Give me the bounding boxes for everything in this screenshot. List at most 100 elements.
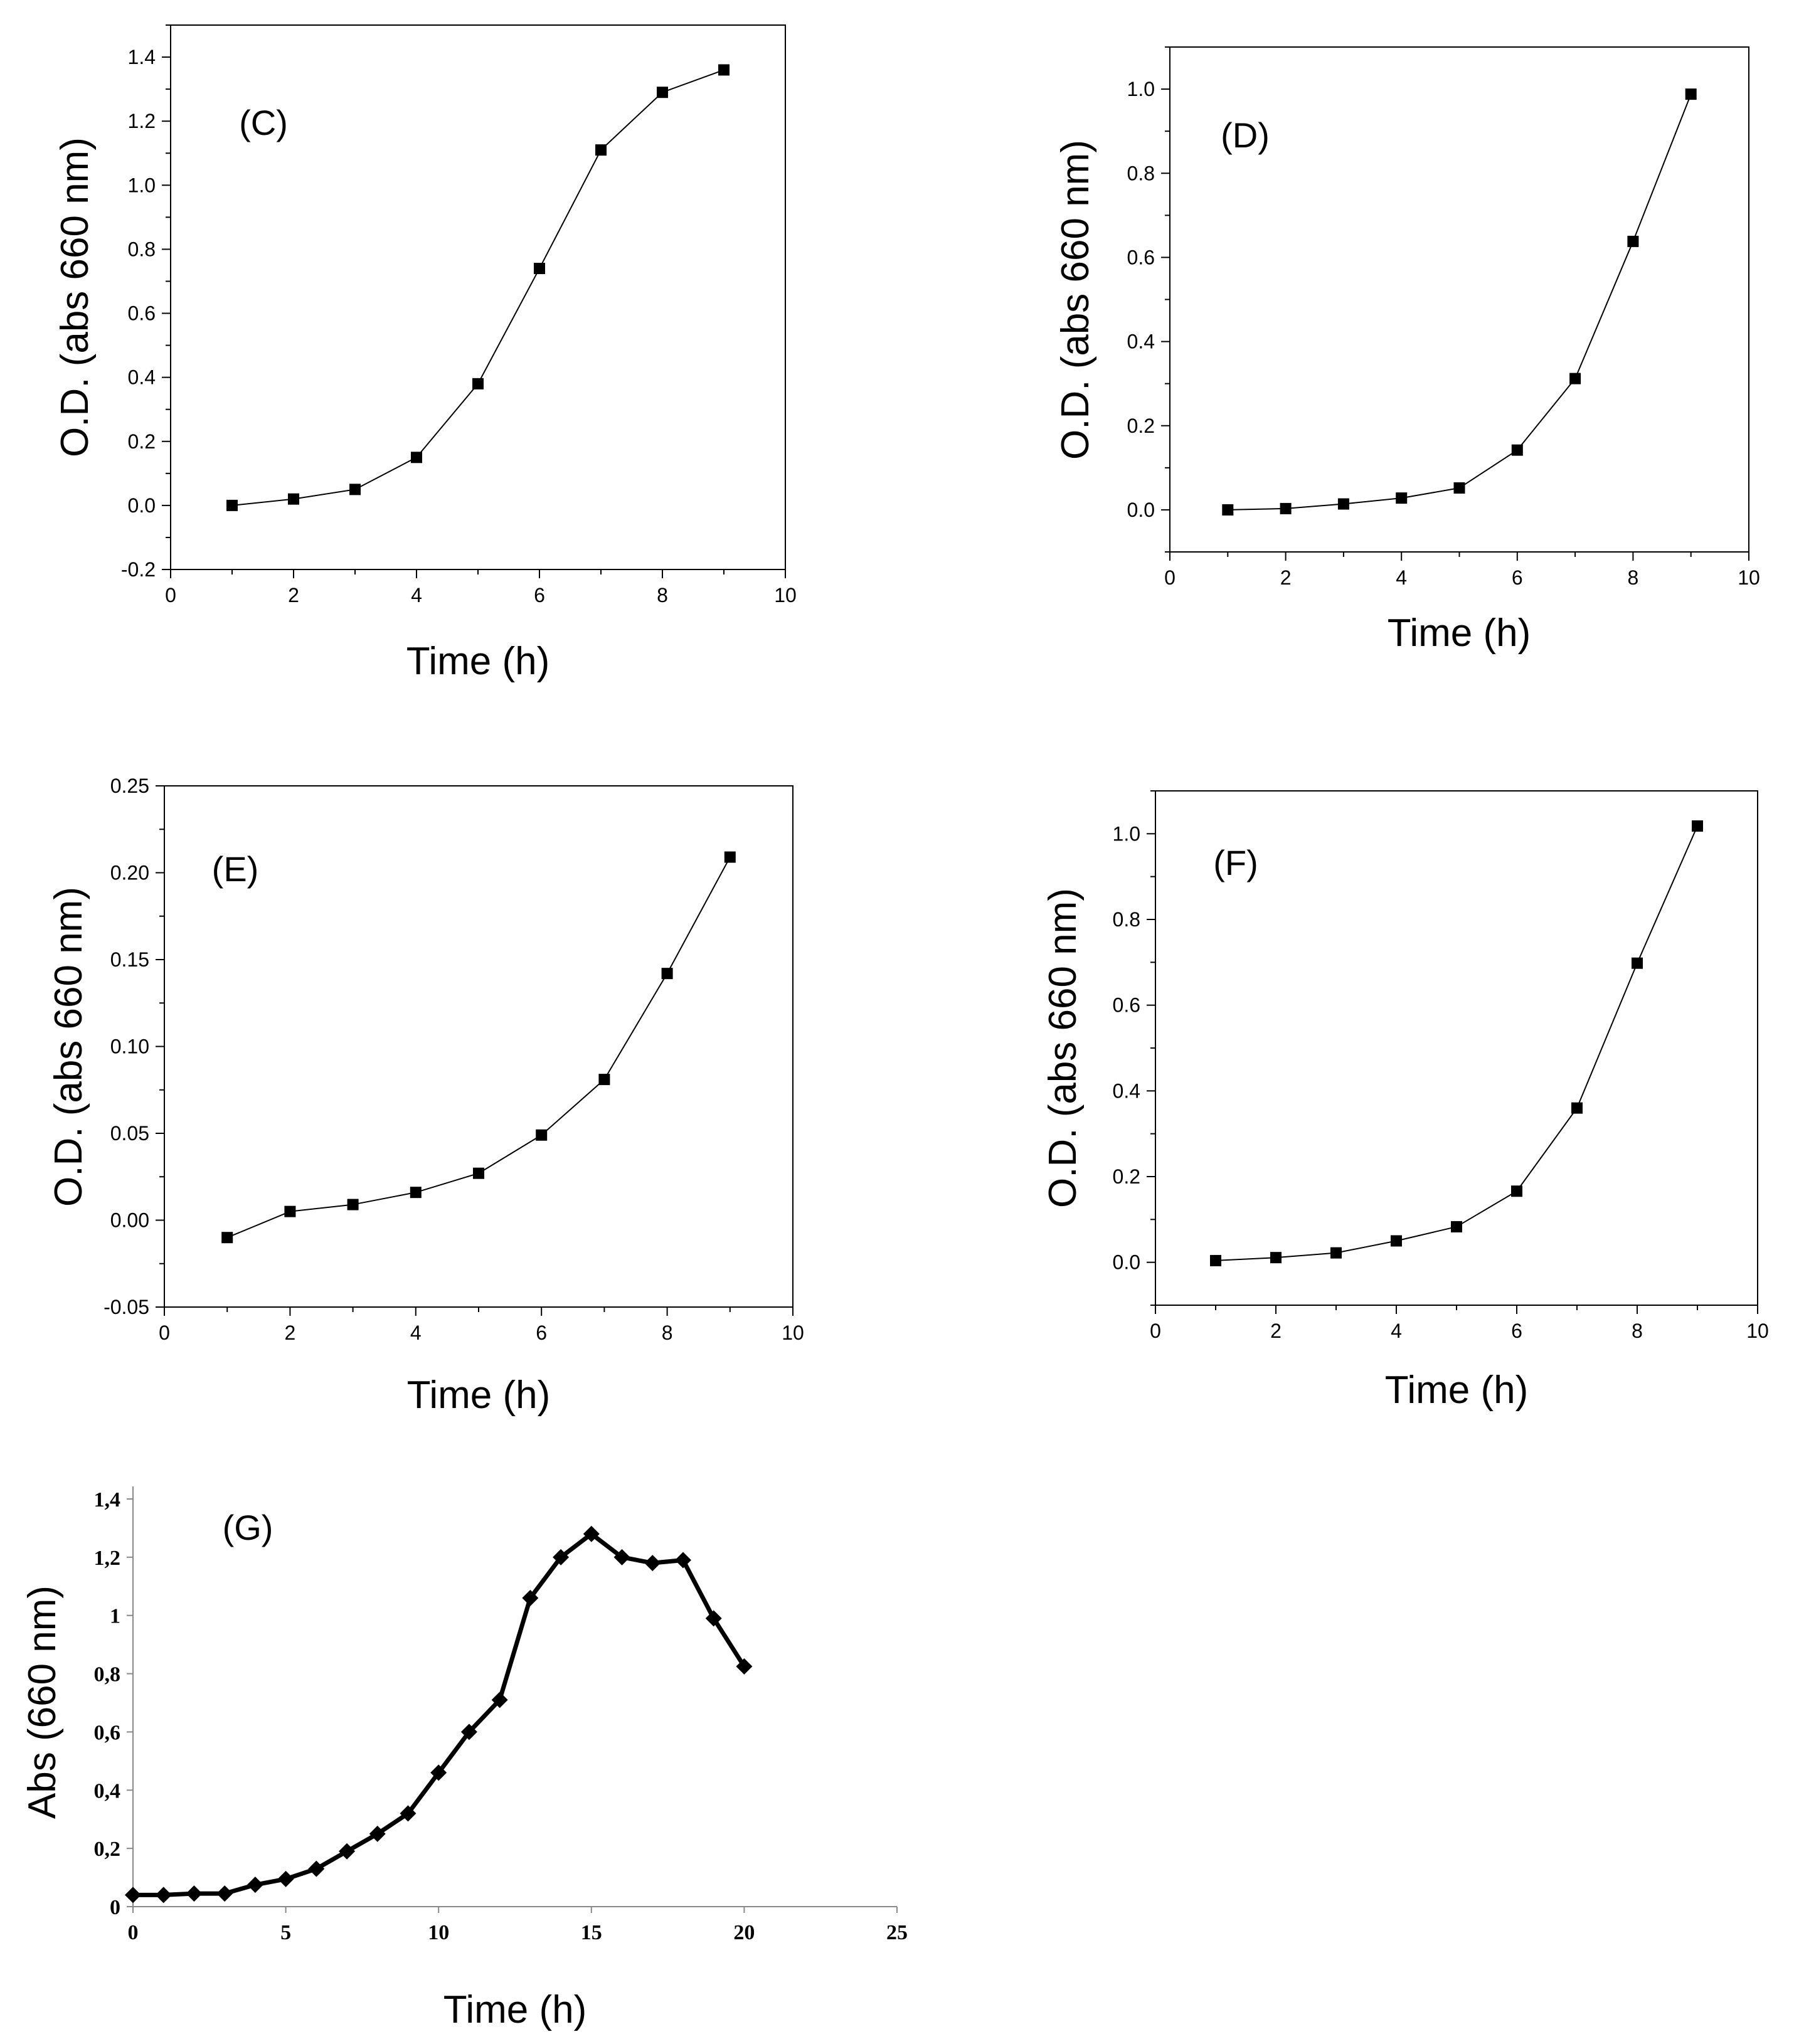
y-tick-label: 0,8 bbox=[94, 1663, 121, 1687]
chart-panel-5: 0 5 10 15 20 25 0 0,2 0,4 0,6 0,8 1 1,2 1,4 (G) Time (h… bbox=[21, 1486, 908, 2031]
y-tick-label: 0,2 bbox=[94, 1838, 121, 1861]
data-point bbox=[347, 1199, 359, 1210]
data-point bbox=[1270, 1252, 1282, 1264]
x-tick-label: 6 bbox=[1512, 566, 1523, 589]
data-point bbox=[1632, 957, 1643, 969]
data-point bbox=[657, 87, 668, 98]
y-tick-label: 0.8 bbox=[128, 238, 156, 260]
x-axis-label: Time (h) bbox=[407, 1374, 550, 1417]
data-point bbox=[1627, 235, 1639, 247]
y-tick-label: 0.6 bbox=[128, 302, 156, 325]
series-line bbox=[231, 69, 724, 506]
y-tick-label: 0.2 bbox=[1113, 1165, 1140, 1188]
data-point bbox=[221, 1232, 233, 1244]
y-tick-label: -0.05 bbox=[104, 1296, 149, 1318]
data-point bbox=[1511, 444, 1523, 456]
y-tick-label: 0.0 bbox=[1113, 1251, 1140, 1274]
x-tick-label: 6 bbox=[1511, 1320, 1522, 1342]
panel-label: (C) bbox=[239, 103, 288, 142]
y-axis-label: O.D. (abs 660 nm) bbox=[1041, 888, 1085, 1208]
y-tick-label: 1 bbox=[110, 1605, 120, 1628]
y-tick-label: 0.6 bbox=[1113, 994, 1140, 1017]
x-tick-label: 2 bbox=[285, 1321, 296, 1344]
y-tick-label: 0.0 bbox=[128, 494, 156, 517]
x-tick-label: 0 bbox=[165, 584, 176, 606]
x-tick-label: 6 bbox=[534, 584, 545, 606]
x-axis-label: Time (h) bbox=[443, 1988, 586, 2031]
data-point bbox=[400, 1805, 417, 1822]
data-point bbox=[430, 1764, 447, 1781]
y-tick-label: 0 bbox=[110, 1896, 120, 1919]
data-point bbox=[536, 1129, 548, 1141]
y-tick-label: 0.2 bbox=[128, 430, 156, 453]
y-tick-label: 1,4 bbox=[94, 1488, 121, 1512]
data-point bbox=[472, 378, 484, 389]
x-tick-label: 4 bbox=[1396, 566, 1407, 589]
data-point bbox=[277, 1870, 294, 1887]
data-point bbox=[1453, 482, 1465, 494]
y-tick-label: 0.00 bbox=[110, 1209, 149, 1232]
y-tick-label: 1,2 bbox=[94, 1547, 121, 1570]
data-point bbox=[553, 1549, 570, 1565]
data-point bbox=[613, 1549, 630, 1565]
x-tick-label: 0 bbox=[159, 1321, 170, 1344]
x-tick-label: 15 bbox=[581, 1921, 602, 1944]
data-point bbox=[1685, 88, 1697, 100]
x-tick-label: 2 bbox=[1280, 566, 1292, 589]
data-point bbox=[534, 263, 545, 275]
x-tick-label: 2 bbox=[1270, 1320, 1282, 1342]
series-line bbox=[1228, 93, 1692, 511]
data-point bbox=[718, 64, 730, 76]
data-point bbox=[186, 1885, 203, 1902]
data-point bbox=[247, 1877, 263, 1893]
data-point bbox=[1692, 820, 1703, 832]
data-point bbox=[1337, 498, 1349, 510]
chart-panel-3: 0 2 4 6 8 10 -0.05 0.00 0.05 0.10 0.15 0.20 0.25 (E) T… bbox=[47, 775, 804, 1417]
y-tick-label: 0.4 bbox=[1127, 331, 1155, 353]
data-point bbox=[339, 1843, 356, 1860]
x-axis-label: Time (h) bbox=[1385, 1369, 1528, 1412]
y-tick-label: -0.2 bbox=[121, 558, 156, 581]
chart-panel-4: 0 2 4 6 8 10 0.0 0.2 0.4 0.6 0.8 1.0 (F) Time (h) O.D.… bbox=[1041, 790, 1769, 1412]
y-tick-label: 1.0 bbox=[1127, 78, 1155, 100]
panel-label: (F) bbox=[1213, 843, 1258, 882]
x-tick-label: 6 bbox=[536, 1321, 547, 1344]
data-point bbox=[155, 1887, 172, 1904]
data-point bbox=[583, 1525, 600, 1542]
data-point bbox=[661, 968, 673, 980]
x-tick-label: 10 bbox=[782, 1321, 804, 1344]
x-tick-label: 10 bbox=[1738, 566, 1760, 589]
x-tick-label: 0 bbox=[1164, 566, 1176, 589]
panel-label: (E) bbox=[212, 849, 259, 889]
y-tick-label: 0.25 bbox=[110, 775, 149, 797]
x-tick-label: 2 bbox=[288, 584, 299, 606]
y-axis-label: O.D. (abs 660 nm) bbox=[53, 137, 97, 457]
data-point bbox=[288, 493, 299, 505]
data-point bbox=[724, 851, 736, 863]
chart-panel-1: 0 2 4 6 8 10 -0.2 0.0 0.2 0.4 0.6 0.8 1.0 1.2 1.4 (C) Ti… bbox=[53, 24, 797, 683]
data-point bbox=[1330, 1247, 1342, 1259]
data-point bbox=[705, 1610, 722, 1627]
x-tick-label: 0 bbox=[1150, 1320, 1161, 1342]
data-point bbox=[226, 499, 238, 511]
y-tick-label: 0.20 bbox=[110, 862, 149, 884]
y-tick-label: 0.6 bbox=[1127, 246, 1155, 268]
data-point bbox=[473, 1167, 484, 1179]
y-tick-label: 0.8 bbox=[1127, 162, 1155, 184]
y-tick-label: 1.0 bbox=[128, 174, 156, 196]
x-tick-label: 4 bbox=[411, 584, 422, 606]
y-tick-label: 0.05 bbox=[110, 1122, 149, 1145]
data-point bbox=[349, 484, 361, 495]
data-point bbox=[216, 1885, 233, 1902]
series-line bbox=[133, 1532, 746, 1897]
y-tick-label: 0.0 bbox=[1127, 499, 1155, 521]
y-axis-label: O.D. (abs 660 nm) bbox=[1054, 140, 1097, 460]
x-tick-label: 20 bbox=[733, 1921, 755, 1944]
panel-label: (G) bbox=[223, 1508, 273, 1547]
data-point bbox=[522, 1589, 539, 1606]
y-tick-label: 0.15 bbox=[110, 948, 149, 971]
data-point bbox=[674, 1552, 691, 1569]
x-tick-label: 10 bbox=[1746, 1320, 1769, 1342]
data-point bbox=[1222, 504, 1234, 516]
